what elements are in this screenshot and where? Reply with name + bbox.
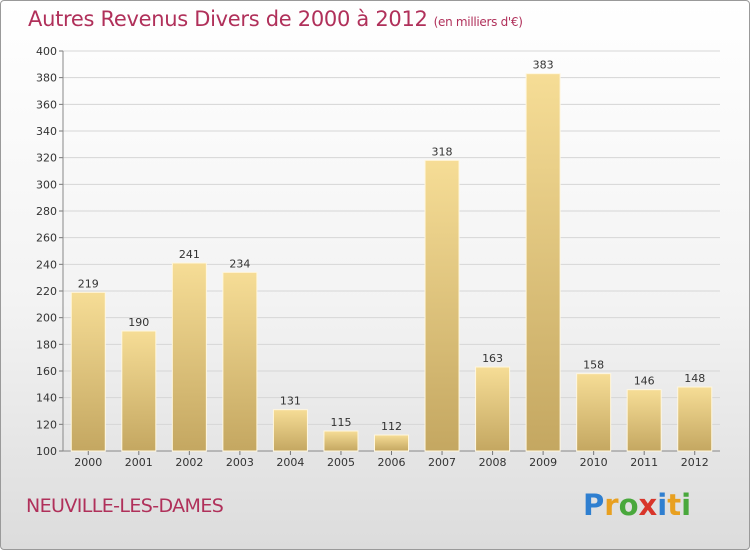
x-tick-label: 2009 [529,456,557,469]
x-tick-label: 2005 [327,456,355,469]
proxiti-logo: Proxiti [583,488,691,522]
bar [475,366,511,452]
data-label: 148 [684,372,705,385]
logo-letter: o [618,488,639,522]
y-tick-label: 140 [36,392,57,405]
bar [272,409,308,452]
y-tick-label: 380 [36,72,57,85]
logo-letter: r [604,488,619,522]
data-label: 158 [583,359,604,372]
logo-letter: t [667,488,682,522]
bar [171,262,207,452]
y-tick-label: 320 [36,152,57,165]
y-tick-label: 200 [36,312,57,325]
x-tick-label: 2003 [226,456,254,469]
data-label: 219 [78,277,99,290]
data-label: 131 [280,395,301,408]
bar [626,389,662,452]
y-tick-label: 280 [36,205,57,218]
data-label: 115 [330,416,351,429]
data-label: 112 [381,420,402,433]
logo-letter: i [657,488,668,522]
x-tick-label: 2000 [74,456,102,469]
bar [121,330,157,452]
y-tick-label: 180 [36,338,57,351]
place-name: NEUVILLE-LES-DAMES [26,495,224,517]
x-tick-label: 2002 [175,456,203,469]
bar [576,373,612,452]
y-tick-label: 160 [36,365,57,378]
bar [222,271,258,452]
x-tick-label: 2008 [479,456,507,469]
logo-letter: P [583,488,605,522]
data-label: 318 [432,145,453,158]
y-tick-label: 260 [36,232,57,245]
data-label: 383 [533,59,554,72]
y-tick-label: 300 [36,178,57,191]
bar [323,430,359,452]
bar [677,386,713,452]
data-label: 234 [229,257,250,270]
chart-title: Autres Revenus Divers de 2000 à 2012 (en … [28,7,523,31]
plot-area [63,51,720,451]
y-tick-label: 400 [36,45,57,58]
y-tick-label: 120 [36,418,57,431]
bar [70,291,106,452]
x-tick-label: 2007 [428,456,456,469]
x-tick-label: 2011 [630,456,658,469]
bar [374,434,409,452]
x-tick-label: 2012 [681,456,709,469]
y-tick-label: 360 [36,98,57,111]
y-tick-label: 100 [36,445,57,458]
x-tick-label: 2010 [580,456,608,469]
x-tick-label: 2001 [125,456,153,469]
y-tick-label: 240 [36,258,57,271]
x-tick-label: 2006 [378,456,406,469]
data-label: 163 [482,352,503,365]
data-label: 146 [634,375,655,388]
data-label: 241 [179,248,200,261]
title-text: Autres Revenus Divers de 2000 à 2012 [28,7,428,31]
logo-letter: i [681,488,692,522]
y-tick-label: 340 [36,125,57,138]
data-label: 190 [128,316,149,329]
logo-letter: x [638,488,658,522]
x-tick-label: 2004 [276,456,304,469]
y-tick-label: 220 [36,285,57,298]
bar [424,159,460,452]
bar [525,73,561,452]
title-unit: (en milliers d'€) [433,15,523,29]
